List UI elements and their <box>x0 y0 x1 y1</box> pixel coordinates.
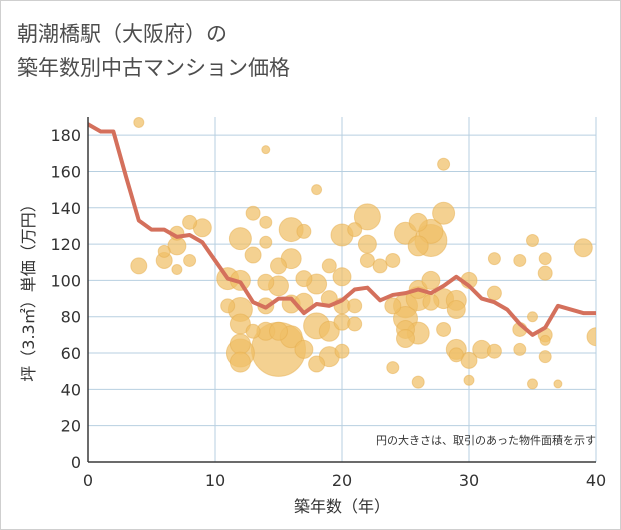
bubble-point <box>311 184 323 196</box>
bubble-point <box>245 323 261 339</box>
bubble-point <box>446 299 466 319</box>
chart-title: 朝潮橋駅（大阪府）の 築年数別中古マンション価格 <box>17 17 290 85</box>
bubble-point <box>321 258 337 274</box>
bubble-point <box>347 222 363 238</box>
bubble-point <box>513 253 527 267</box>
y-tick-label: 100 <box>50 271 81 290</box>
chart-title-line-2: 築年数別中古マンション価格 <box>17 56 290 80</box>
bubble-point <box>229 333 251 355</box>
bubble-point <box>411 375 425 389</box>
y-tick-label: 60 <box>61 344 81 363</box>
bubble-point <box>347 316 363 332</box>
size-annotation: 円の大きさは、取引のあった物件面積を示す <box>376 433 596 447</box>
average-line-series <box>88 122 596 337</box>
x-tick-label: 0 <box>83 471 93 490</box>
bubble-point <box>539 334 551 346</box>
y-axis-title: 坪（3.3㎡）単価（万円） <box>19 196 38 381</box>
y-tick-label: 40 <box>61 380 81 399</box>
bubble-point <box>347 298 363 314</box>
y-tick-label: 80 <box>61 308 81 327</box>
bubble-point <box>183 253 197 267</box>
y-tick-label: 20 <box>61 417 81 436</box>
bubble-point <box>259 215 273 229</box>
bubble-point <box>537 265 553 281</box>
bubble-point <box>385 252 401 268</box>
bubble-point <box>220 298 236 314</box>
bubble-point <box>421 270 441 290</box>
bubble-point <box>270 257 287 275</box>
x-axis-title: 築年数（年） <box>294 497 390 516</box>
bubble-point <box>408 212 428 232</box>
bubble-point <box>357 234 377 254</box>
bubble-point <box>334 343 350 359</box>
bubble-point <box>486 285 502 301</box>
bubble-point <box>244 246 262 264</box>
bubble-point <box>407 235 429 257</box>
y-tick-label: 180 <box>50 126 81 145</box>
bubble-point <box>308 355 326 373</box>
bubble-point <box>157 244 171 258</box>
bubble-point <box>353 203 381 231</box>
bubble-point <box>332 267 352 287</box>
bubble-point <box>229 351 251 373</box>
bubble-point <box>486 343 502 359</box>
bubble-point <box>538 252 552 266</box>
y-tick-label: 0 <box>71 453 81 472</box>
x-tick-label: 10 <box>205 471 225 490</box>
bubble-point <box>359 252 375 268</box>
tick-labels: 0 10 20 30 40 0 20 40 60 80 100 120 140 160 180 <box>50 126 606 490</box>
bubble-point <box>228 227 252 251</box>
bubble-point <box>573 238 593 258</box>
y-tick-label: 160 <box>50 162 81 181</box>
bubble-point <box>448 347 464 363</box>
bubble-point <box>372 258 388 274</box>
bubble-point <box>295 270 313 288</box>
bubble-point <box>182 214 198 230</box>
bubble-point <box>553 379 563 389</box>
bubble-point <box>586 327 596 347</box>
bubble-point <box>259 235 273 249</box>
bubble-point <box>294 339 314 359</box>
bubble-point <box>396 329 415 349</box>
x-tick-label: 30 <box>459 471 479 490</box>
bubble-point <box>133 117 145 128</box>
y-tick-label: 120 <box>50 235 81 254</box>
bubble-point <box>130 257 148 275</box>
bubble-point <box>171 264 183 276</box>
bubble-point <box>261 145 271 155</box>
axes <box>87 117 596 463</box>
bubble-point <box>269 321 288 341</box>
bubble-point <box>257 273 275 291</box>
bubble-point <box>527 311 538 323</box>
grid-lines <box>87 117 597 463</box>
bubble-point <box>318 320 340 342</box>
bubble-point <box>526 233 539 247</box>
average-price-line <box>88 122 596 337</box>
y-tick-label: 140 <box>50 199 81 218</box>
bubble-point <box>437 157 451 171</box>
x-tick-label: 40 <box>586 471 606 490</box>
bubble-point <box>487 252 501 266</box>
bubble-point <box>386 361 400 375</box>
bubble-point <box>436 321 452 337</box>
bubble-point <box>527 378 538 390</box>
bubble-point <box>538 350 552 364</box>
bubble-point <box>463 374 475 386</box>
bubble-point <box>422 293 440 311</box>
bubble-point <box>384 297 402 315</box>
x-tick-label: 20 <box>332 471 352 490</box>
bubble-point <box>245 205 261 221</box>
bubble-point <box>432 201 456 225</box>
bubble-point <box>513 342 527 356</box>
bubble-series <box>130 117 596 390</box>
chart-title-line-1: 朝潮橋駅（大阪府）の <box>17 22 227 46</box>
bubble-point <box>296 223 312 239</box>
